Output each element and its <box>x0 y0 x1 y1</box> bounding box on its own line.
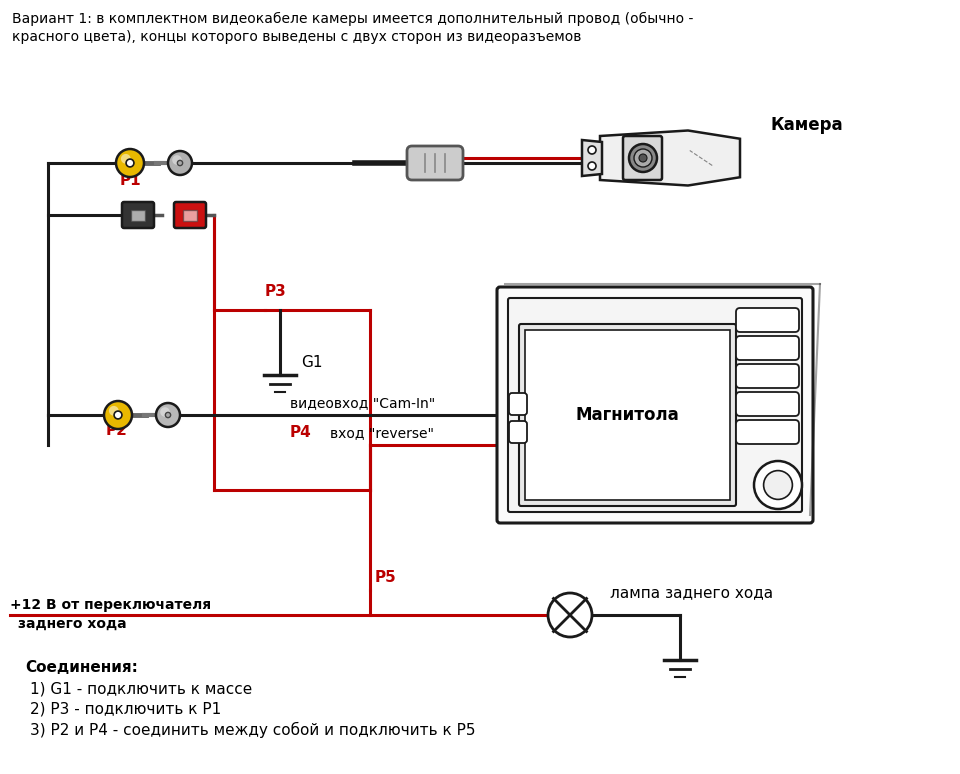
FancyBboxPatch shape <box>736 364 799 388</box>
Circle shape <box>178 160 182 166</box>
Text: P2: P2 <box>106 423 128 438</box>
FancyBboxPatch shape <box>407 146 463 180</box>
Text: 3) Р2 и Р4 - соединить между собой и подключить к Р5: 3) Р2 и Р4 - соединить между собой и под… <box>30 722 475 738</box>
Circle shape <box>160 407 170 417</box>
Text: P5: P5 <box>375 570 396 585</box>
Circle shape <box>629 144 657 172</box>
FancyBboxPatch shape <box>509 393 527 415</box>
Circle shape <box>165 413 171 418</box>
Text: Вариант 1: в комплектном видеокабеле камеры имеется дополнительный провод (обычн: Вариант 1: в комплектном видеокабеле кам… <box>12 12 693 26</box>
FancyBboxPatch shape <box>509 421 527 443</box>
FancyBboxPatch shape <box>174 202 206 228</box>
Text: лампа заднего хода: лампа заднего хода <box>610 585 773 600</box>
Circle shape <box>116 149 144 177</box>
FancyBboxPatch shape <box>183 210 197 221</box>
Text: Камера: Камера <box>770 116 843 134</box>
FancyBboxPatch shape <box>497 287 813 523</box>
Circle shape <box>763 471 792 499</box>
Text: P4: P4 <box>290 425 312 440</box>
FancyBboxPatch shape <box>122 202 154 228</box>
FancyBboxPatch shape <box>736 308 799 332</box>
Circle shape <box>108 406 119 416</box>
Circle shape <box>114 411 122 419</box>
Text: вход "reverse": вход "reverse" <box>330 426 434 440</box>
Circle shape <box>634 149 652 167</box>
Text: заднего хода: заднего хода <box>18 617 127 631</box>
Polygon shape <box>600 131 740 186</box>
Circle shape <box>104 401 132 429</box>
Circle shape <box>168 151 192 175</box>
Text: P3: P3 <box>265 284 287 299</box>
Text: 1) G1 - подключить к массе: 1) G1 - подключить к массе <box>30 682 252 697</box>
Text: Магнитола: Магнитола <box>576 406 680 424</box>
Text: видеовход "Cam-In": видеовход "Cam-In" <box>290 396 435 410</box>
Circle shape <box>121 154 131 163</box>
Text: P1: P1 <box>120 173 142 188</box>
FancyBboxPatch shape <box>525 330 730 500</box>
FancyBboxPatch shape <box>131 210 145 221</box>
Circle shape <box>588 162 596 170</box>
Text: 2) Р3 - подключить к Р1: 2) Р3 - подключить к Р1 <box>30 702 221 717</box>
FancyBboxPatch shape <box>736 420 799 444</box>
FancyBboxPatch shape <box>519 324 736 506</box>
FancyBboxPatch shape <box>508 298 802 512</box>
Text: Соединения:: Соединения: <box>25 660 138 675</box>
Circle shape <box>548 593 592 637</box>
FancyBboxPatch shape <box>736 392 799 416</box>
Circle shape <box>126 159 133 167</box>
Text: +12 В от переключателя: +12 В от переключателя <box>10 598 211 612</box>
Polygon shape <box>582 140 602 176</box>
Circle shape <box>172 156 181 165</box>
Circle shape <box>639 154 647 162</box>
Circle shape <box>156 403 180 427</box>
FancyBboxPatch shape <box>736 336 799 360</box>
FancyBboxPatch shape <box>623 136 662 180</box>
Circle shape <box>754 461 802 509</box>
Text: G1: G1 <box>301 355 323 370</box>
Circle shape <box>588 146 596 154</box>
Text: красного цвета), концы которого выведены с двух сторон из видеоразъемов: красного цвета), концы которого выведены… <box>12 30 582 44</box>
